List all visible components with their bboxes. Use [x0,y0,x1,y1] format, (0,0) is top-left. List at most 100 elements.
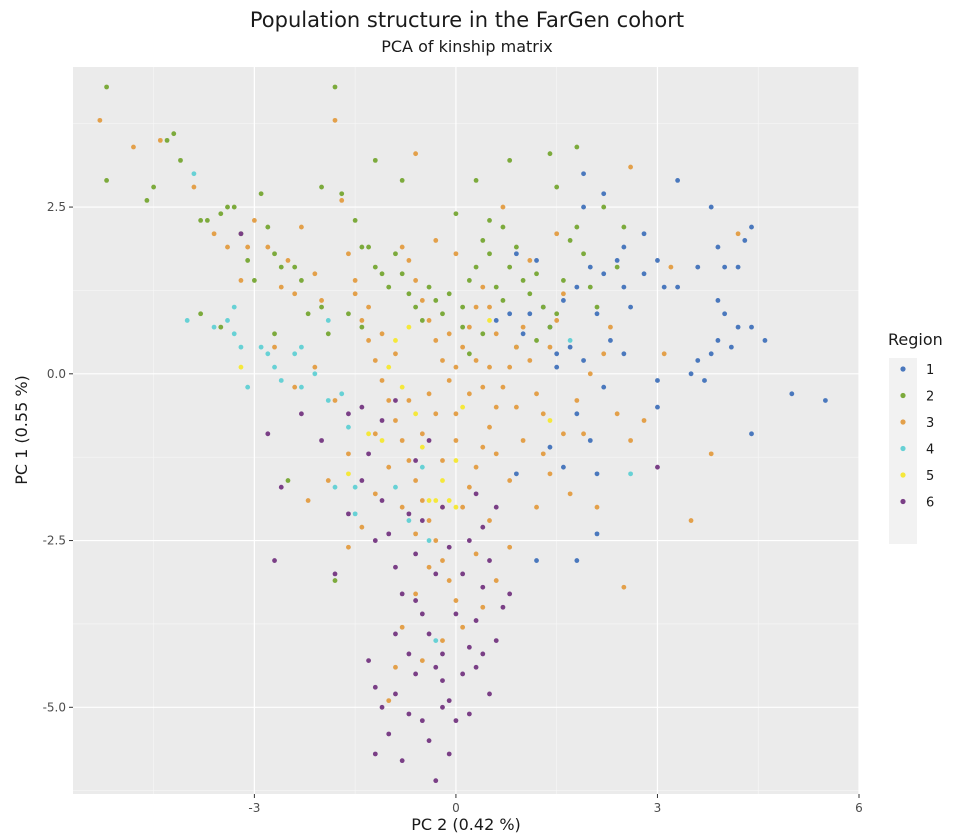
data-point [661,351,667,357]
data-point [346,311,351,317]
data-point [749,324,754,330]
data-point [446,378,452,383]
data-point [131,144,136,150]
data-point [466,644,472,650]
data-point [413,478,419,483]
data-point [749,224,754,230]
data-point [413,591,419,597]
data-point [379,498,385,503]
data-point [372,538,378,543]
data-point [292,264,298,270]
data-point [366,451,371,457]
data-point [278,284,284,290]
data-point [466,391,472,397]
data-point [292,291,298,297]
data-point [453,438,459,443]
data-point [393,484,398,490]
data-point [547,344,553,350]
data-point [104,177,109,183]
data-point [493,638,499,643]
data-point [191,184,197,190]
data-point [460,304,466,310]
data-point [332,117,338,123]
data-point [386,531,392,537]
data-point [399,504,405,510]
legend: Region 1 2 3 4 5 6 [888,330,943,544]
data-point [325,318,331,323]
data-point [466,324,472,330]
data-point [614,411,620,417]
data-point [440,504,445,510]
series-region-6 [238,231,660,784]
data-point [708,351,714,357]
data-point [413,151,419,157]
data-point [742,238,748,243]
data-point [319,184,324,190]
data-point [493,504,499,510]
data-point [406,651,412,657]
data-point [366,658,371,664]
data-point [399,177,405,183]
data-point [312,364,318,370]
data-point [460,571,466,577]
y-tick-label: -5.0 [43,700,66,714]
data-point [587,284,593,290]
data-point [534,338,539,343]
data-point [285,258,291,263]
data-point [534,504,539,510]
data-point [440,478,445,483]
data-point [460,404,466,410]
data-point [554,351,560,357]
data-point [493,284,499,290]
data-point [453,598,459,603]
data-point [393,691,398,697]
data-point [453,458,459,463]
data-point [621,584,627,590]
data-point [561,464,566,470]
data-point [265,351,271,357]
series-region-3 [97,117,741,704]
data-point [325,331,331,337]
data-point [433,538,439,543]
data-point [433,778,439,784]
data-point [204,218,210,223]
legend-label-1: 1 [926,363,934,378]
legend-key-2 [900,392,906,399]
data-point [366,431,371,437]
data-point [581,204,586,210]
data-point [453,251,459,257]
data-point [466,351,472,357]
data-point [446,578,452,583]
data-point [601,191,607,197]
data-point [272,251,277,257]
data-point [487,558,492,563]
data-point [534,391,539,397]
axis-ticks: -3 0 3 6 2.5 0.0 -2.5 -5.0 [43,200,863,815]
x-tick-label: -3 [248,801,260,815]
data-point [480,384,486,390]
data-point [346,411,351,417]
data-point [480,524,486,530]
data-point [426,518,432,523]
data-point [426,438,432,443]
data-point [251,218,257,223]
data-point [547,471,553,477]
data-point [708,204,714,210]
data-point [426,391,432,397]
data-point [352,218,358,223]
data-point [480,604,486,610]
data-point [272,558,277,563]
data-point [540,451,546,457]
data-point [406,458,412,463]
data-point [393,251,398,257]
data-point [426,738,432,744]
data-point [527,291,533,297]
data-point [641,231,647,237]
data-point [346,471,351,477]
series-region-4 [184,171,633,643]
data-point [406,324,412,330]
data-point [372,684,378,690]
legend-label-2: 2 [926,390,934,405]
data-point [715,298,721,303]
data-point [359,318,365,323]
